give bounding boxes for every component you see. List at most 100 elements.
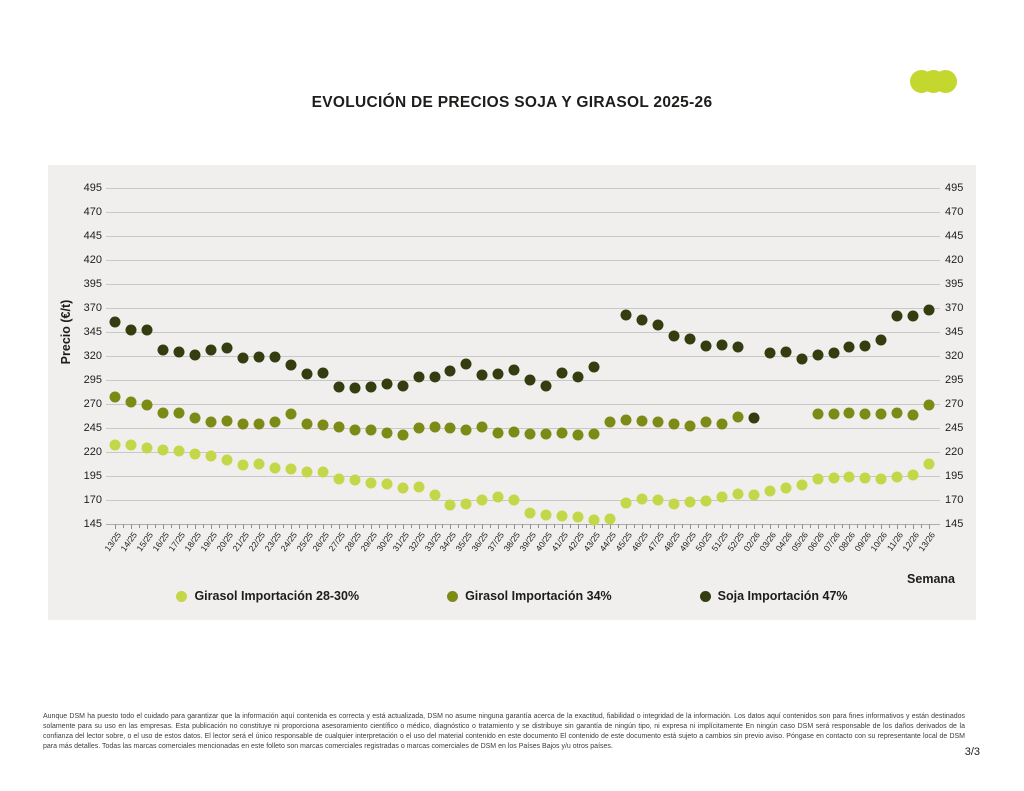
x-minor-tick: [314, 524, 316, 528]
y-tick-label: 195: [83, 470, 102, 482]
x-minor-tick: [235, 524, 236, 528]
data-point-soja-47: [764, 347, 776, 359]
grid-line: [106, 427, 940, 429]
x-minor-tick: [298, 524, 300, 528]
y-tick-label: 270: [945, 398, 964, 410]
data-point-soja-47: [253, 351, 265, 363]
y-tick-label: 320: [945, 350, 964, 362]
data-point-girasol-28-30: [572, 511, 584, 523]
data-point-girasol-34: [444, 422, 456, 434]
data-point-girasol-34: [141, 399, 153, 411]
data-point-girasol-28-30: [253, 458, 265, 470]
data-point-girasol-28-30: [492, 491, 504, 503]
data-point-girasol-28-30: [556, 510, 568, 522]
legend-swatch-icon: [699, 590, 711, 602]
x-tick: [115, 524, 117, 529]
y-tick-label: 420: [945, 254, 964, 266]
x-tick: [913, 524, 915, 529]
data-point-soja-47: [588, 361, 600, 373]
grid-line: [106, 499, 940, 501]
data-point-soja-47: [413, 371, 425, 383]
x-minor-tick: [266, 524, 268, 528]
data-point-girasol-34: [668, 418, 680, 430]
data-point-soja-47: [812, 349, 824, 361]
data-point-soja-47: [157, 344, 169, 356]
data-point-soja-47: [476, 369, 488, 381]
legend: Girasol Importación 28-30% Girasol Import…: [48, 589, 976, 603]
logo-dot-icon: [934, 70, 957, 93]
y-tick-label: 495: [945, 182, 964, 194]
x-tick: [514, 524, 516, 529]
data-point-soja-47: [684, 333, 696, 345]
x-tick: [721, 524, 723, 529]
data-point-soja-47: [636, 314, 648, 326]
x-tick: [434, 524, 436, 529]
data-point-girasol-28-30: [397, 482, 409, 494]
y-tick-label: 295: [945, 374, 964, 386]
y-tick-label: 270: [83, 398, 102, 410]
x-minor-tick: [761, 524, 763, 528]
data-point-soja-47: [189, 349, 201, 361]
x-minor-tick: [522, 524, 524, 528]
data-point-soja-47: [907, 310, 919, 322]
y-tick-label: 220: [945, 446, 964, 458]
data-point-girasol-34: [429, 421, 441, 433]
x-axis-title: Semana: [907, 572, 955, 586]
data-point-soja-47: [828, 347, 840, 359]
y-tick-label: 370: [945, 302, 964, 314]
data-point-soja-47: [540, 380, 552, 392]
x-minor-tick: [346, 524, 348, 528]
data-point-girasol-28-30: [205, 450, 217, 462]
data-point-girasol-34: [732, 411, 744, 423]
data-point-soja-47: [429, 371, 441, 383]
data-point-girasol-34: [891, 407, 903, 419]
y-tick-label: 370: [83, 302, 102, 314]
data-point-girasol-28-30: [365, 477, 377, 489]
data-point-girasol-28-30: [540, 509, 552, 521]
data-point-girasol-34: [508, 426, 520, 438]
data-point-girasol-34: [524, 428, 536, 440]
data-point-soja-47: [301, 368, 313, 380]
data-point-soja-47: [668, 330, 680, 342]
x-minor-tick: [219, 524, 221, 528]
x-minor-tick: [442, 524, 444, 528]
x-tick: [322, 524, 324, 529]
data-point-girasol-28-30: [333, 473, 345, 485]
x-tick: [881, 524, 883, 529]
x-minor-tick: [282, 524, 284, 528]
data-point-girasol-34: [652, 416, 664, 428]
legend-label: Soja Importación 47%: [717, 589, 848, 603]
data-point-girasol-28-30: [732, 488, 744, 500]
data-point-girasol-28-30: [588, 514, 600, 526]
data-point-girasol-28-30: [413, 481, 425, 493]
data-point-girasol-34: [812, 408, 824, 420]
grid-line: [106, 331, 940, 333]
x-tick: [163, 524, 165, 529]
data-point-soja-47: [620, 309, 632, 321]
x-minor-tick: [426, 524, 428, 528]
x-tick: [865, 524, 867, 529]
data-point-soja-47: [221, 342, 233, 354]
data-point-girasol-28-30: [157, 444, 169, 456]
data-point-girasol-34: [381, 427, 393, 439]
data-point-soja-47: [173, 346, 185, 358]
data-point-soja-47: [492, 368, 504, 380]
data-point-soja-47: [397, 380, 409, 392]
disclaimer-text: Aunque DSM ha puesto todo el cuidado par…: [43, 713, 965, 751]
x-minor-tick: [618, 524, 620, 528]
data-point-girasol-28-30: [221, 454, 233, 466]
x-tick: [386, 524, 388, 529]
data-point-girasol-34: [604, 416, 616, 428]
data-point-soja-47: [891, 310, 903, 322]
x-tick: [833, 524, 835, 529]
data-point-girasol-28-30: [796, 479, 808, 491]
data-point-girasol-34: [684, 420, 696, 432]
data-point-girasol-28-30: [429, 489, 441, 501]
x-tick: [195, 524, 197, 529]
data-point-girasol-28-30: [923, 458, 935, 470]
data-point-girasol-28-30: [748, 489, 760, 501]
legend-item-girasol-34: Girasol Importación 34%: [447, 589, 612, 603]
x-tick: [354, 524, 356, 529]
grid-line: [106, 307, 940, 309]
data-point-soja-47: [748, 412, 760, 424]
